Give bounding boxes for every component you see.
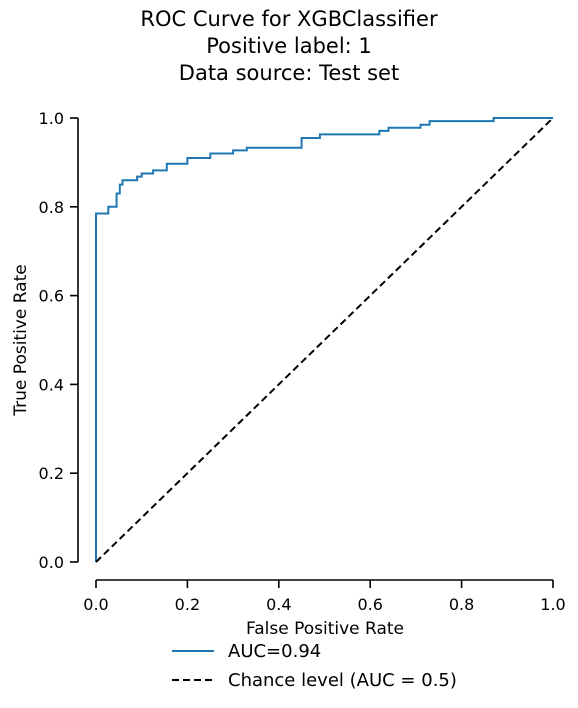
y-axis-label: True Positive Rate <box>11 264 31 416</box>
legend: AUC=0.94 Chance level (AUC = 0.5) <box>172 641 457 691</box>
axes: 0.0 0.2 0.4 0.6 0.8 1.0 0.0 0.2 0.4 0.6 0.8 1.0 <box>39 109 566 614</box>
x-tick-label: 0.6 <box>357 595 382 614</box>
y-tick-label: 0.0 <box>39 553 64 572</box>
y-tick-label: 0.2 <box>39 464 64 483</box>
chart-title-line-3: Data source: Test set <box>178 61 400 85</box>
x-tick-label: 1.0 <box>540 595 565 614</box>
plot-area <box>95 117 554 563</box>
legend-label: AUC=0.94 <box>228 641 321 662</box>
y-tick-label: 1.0 <box>39 109 64 128</box>
chance-level-line <box>95 117 554 563</box>
y-tick-label: 0.8 <box>39 198 64 217</box>
y-tick-label: 0.6 <box>39 287 64 306</box>
x-tick-label: 0.4 <box>266 595 291 614</box>
chart-title-line-1: ROC Curve for XGBClassifier <box>140 7 438 31</box>
x-tick-label: 0.8 <box>449 595 474 614</box>
x-tick-label: 0.2 <box>175 595 200 614</box>
x-axis-label: False Positive Rate <box>246 619 404 639</box>
y-tick-label: 0.4 <box>39 375 64 394</box>
chart-title: ROC Curve for XGBClassifier Positive lab… <box>0 6 578 87</box>
x-tick-label: 0.0 <box>83 595 108 614</box>
legend-label: Chance level (AUC = 0.5) <box>228 670 457 691</box>
roc-curve-line <box>95 117 553 562</box>
chart-title-line-2: Positive label: 1 <box>206 34 372 58</box>
